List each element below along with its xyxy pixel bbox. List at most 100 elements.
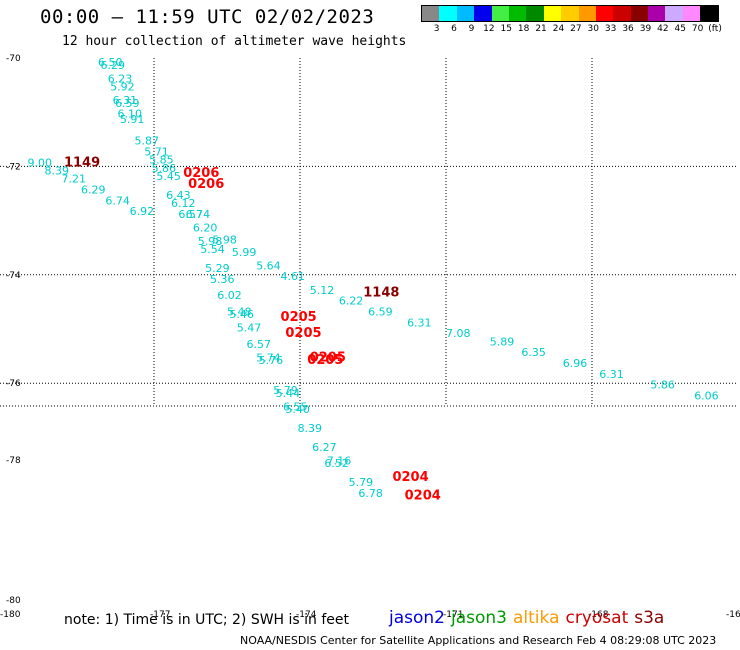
wave-height-value: 6.96	[563, 357, 588, 370]
legend-label: 3	[433, 24, 440, 34]
legend-swatch	[491, 6, 509, 21]
wave-height-value: 8.39	[45, 165, 70, 178]
wave-height-value: 6.78	[358, 487, 383, 500]
wave-height-value: 6.23	[108, 72, 132, 85]
wave-height-value: 9.00	[27, 156, 52, 169]
wave-height-values: 6.506.296.235.92 6.31 6.596.105.91 5.875.71…	[27, 56, 719, 500]
wave-height-value: 5.64	[256, 259, 281, 272]
footer-credit: NOAA/NESDIS Center for Satellite Applica…	[240, 634, 717, 647]
wave-height-value: 6.74	[186, 208, 211, 221]
wave-height-value: 6.31	[407, 316, 432, 329]
wave-height-value: 6.35	[521, 346, 546, 359]
legend-swatch	[439, 6, 457, 21]
wave-height-value: 5.47	[237, 322, 262, 335]
pass-time-label: 0204	[405, 489, 441, 504]
wave-height-value: 4.61	[281, 270, 306, 283]
latitude-label: -80	[6, 596, 21, 606]
pass-time-label: 0204	[392, 470, 428, 485]
legend-label: 6	[451, 24, 457, 34]
wave-height-value: 5.29	[205, 262, 230, 275]
latitude-labels: -70 -72 -74 -76 -78 -80	[6, 54, 21, 606]
satellite-jason2: jason2	[389, 608, 445, 628]
wave-height-value: 5.86	[650, 379, 675, 392]
wave-height-value: 6.02	[217, 289, 242, 302]
wave-height-value: 6.50	[98, 56, 123, 69]
pass-time-label: 1149	[64, 155, 100, 170]
pass-time-label: 0205	[307, 353, 343, 368]
wave-height-value: 6.22	[339, 295, 364, 308]
wave-height-value: 6.57	[246, 338, 271, 351]
wave-height-value: 7.08	[446, 327, 471, 340]
wave-height-value: 6.06	[694, 389, 719, 402]
satellite-jason3: jason3	[451, 608, 507, 628]
legend-swatch	[700, 6, 718, 21]
legend-swatch	[613, 6, 631, 21]
wave-height-value: 5.99	[232, 246, 257, 259]
longitude-labels: -180 -177 -174 -171 -168 -165	[0, 610, 740, 620]
legend-color-bar	[421, 5, 719, 22]
legend-label: 39	[639, 24, 652, 34]
wave-height-value: 5.85	[149, 154, 174, 167]
latitude-label: -76	[6, 379, 21, 389]
legend-label: 9	[468, 24, 475, 34]
legend-swatch	[682, 6, 701, 21]
wave-height-value: 6.10	[118, 108, 143, 121]
wave-height-value: 8.39	[298, 422, 323, 435]
legend-label: 70	[691, 24, 704, 34]
longitude-label: -168	[588, 610, 609, 620]
pass-time-label: 0206	[188, 177, 224, 192]
legend-swatch	[561, 6, 579, 21]
wave-height-value: 5.87	[135, 135, 160, 148]
pass-time-labels: 1149020602061148020502050205020502040204…	[64, 155, 441, 504]
legend-label: 15	[500, 24, 512, 34]
wave-height-value: 5.74	[256, 352, 281, 365]
legend-swatch	[665, 6, 683, 21]
color-legend: 3 6 9 12 15 18 21 24 27 30 33 36 39 42 45 70 (ft)	[421, 5, 722, 36]
legend-label: (ft)	[708, 24, 722, 34]
wave-height-value: 5.48	[227, 305, 252, 318]
wave-height-value: 7.21	[62, 173, 87, 186]
wave-height-value: 6.55	[283, 400, 308, 413]
wave-height-value: 5.44	[276, 387, 301, 400]
wave-height-value: 6.27	[312, 441, 337, 454]
wave-height-value: 5.40	[285, 403, 310, 416]
wave-height-value: 5.54	[200, 243, 225, 256]
legend-label: 12	[483, 24, 495, 34]
wave-height-value: 6.12	[171, 197, 196, 210]
page-subtitle: 12 hour collection of altimeter wave hei…	[62, 34, 407, 49]
latitude-label: -74	[6, 271, 21, 281]
legend-label: 33	[604, 24, 617, 34]
longitude-label: -174	[296, 610, 317, 620]
map-grid	[0, 58, 738, 407]
wave-height-value: 5.45	[156, 170, 181, 183]
wave-height-value: 6.29	[100, 59, 125, 72]
wave-height-value: 5.98	[212, 233, 237, 246]
longitude-label: -177	[150, 610, 170, 620]
legend-swatch	[508, 6, 527, 21]
wave-height-value: 5.89	[490, 335, 515, 348]
legend-label: 30	[587, 24, 599, 34]
wave-height-value: 5.46	[229, 308, 254, 321]
wave-height-value: 6.59	[115, 97, 140, 110]
satellite-legend: jason2 jason3 altika cryosat s3a	[389, 608, 670, 628]
wave-height-value: 5.98	[198, 235, 223, 248]
legend-labels: 3 6 9 12 15 18 21 24 27 30 33 36 39 42 45 70 (ft)	[421, 22, 722, 36]
pass-time-label: 0205	[310, 351, 346, 366]
wave-height-value: 6.74	[105, 194, 130, 207]
latitude-label: -78	[6, 456, 21, 466]
wave-height-value: 5.71	[144, 146, 169, 159]
wave-height-value: 5.91	[120, 113, 145, 126]
legend-label: 36	[622, 24, 634, 34]
pass-time-label: 0206	[183, 166, 219, 181]
satellite-altika: altika	[513, 608, 560, 628]
legend-label: 21	[535, 24, 547, 34]
wave-height-value: 7.16	[327, 455, 352, 468]
wave-height-value: 5.12	[310, 284, 335, 297]
longitude-label: -180	[0, 610, 21, 620]
longitude-label: -171	[443, 610, 463, 620]
wave-height-value: 5.92	[110, 81, 135, 94]
legend-swatch	[595, 6, 614, 21]
legend-swatch	[422, 6, 440, 21]
pass-time-label: 0205	[281, 310, 317, 325]
pass-time-label: 0205	[285, 326, 321, 341]
